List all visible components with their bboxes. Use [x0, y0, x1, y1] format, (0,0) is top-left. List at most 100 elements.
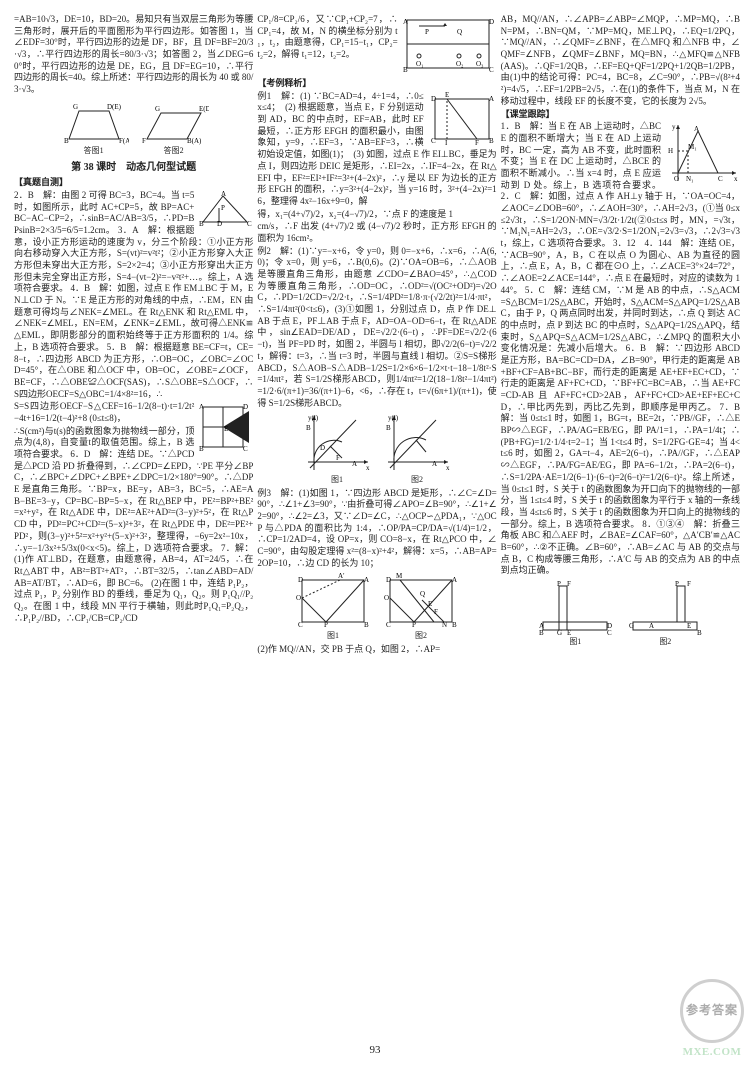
col1-p5: ∴S(cm²)与t(s)的函数图象为抛物线一部分，顶点为(4,8)，自变量t的取…	[14, 426, 253, 625]
svg-text:P: P	[221, 204, 225, 212]
col1-figs: BF(A) D(E)G 答图1 FB(A) E(D)G 答图2	[14, 97, 253, 158]
svg-text:B: B	[539, 629, 544, 636]
svg-text:C: C	[298, 621, 303, 629]
page: =AB=10√3，DE=10，BD=20。易知只有当双层三角形为等腰三角形时，展…	[0, 0, 750, 667]
column-left: =AB=10√3，DE=10，BD=20。易知只有当双层三角形为等腰三角形时，展…	[14, 14, 253, 657]
col2-l2: x y(l) A B 图2	[382, 412, 452, 485]
svg-text:D: D	[489, 18, 494, 26]
svg-text:A: A	[403, 18, 408, 26]
svg-text:E: E	[567, 629, 571, 636]
col3-b1-cap: 图1	[535, 637, 615, 647]
svg-text:B: B	[452, 621, 457, 629]
col2-b2-cap: 图2	[382, 631, 460, 641]
svg-text:A: A	[352, 460, 357, 468]
col2-rect-top: O₁ O₂ O₃ AD BC QP	[401, 14, 497, 76]
svg-text:P: P	[324, 621, 328, 629]
svg-text:F: F	[567, 580, 571, 588]
watermark-site: MXE.COM	[680, 1045, 744, 1059]
svg-text:F: F	[336, 454, 340, 462]
svg-text:F: F	[434, 608, 438, 616]
svg-text:E: E	[445, 91, 449, 99]
svg-text:A: A	[489, 95, 494, 103]
svg-text:F(A): F(A)	[119, 137, 129, 145]
svg-text:y: y	[672, 123, 676, 131]
svg-text:F: F	[475, 139, 479, 147]
svg-text:A: A	[364, 576, 369, 584]
svg-text:Q: Q	[420, 590, 425, 598]
svg-text:B: B	[386, 424, 391, 432]
svg-text:B: B	[199, 220, 204, 228]
col1-p1: =AB=10√3，DE=10，BD=20。易知只有当双层三角形为等腰三角形时，展…	[14, 14, 253, 96]
svg-text:P: P	[412, 621, 416, 629]
col3-figs-bot: AD BC GE PF 图1 GA EB PF 图2	[501, 578, 740, 649]
col2-b1-cap: 图1	[294, 631, 372, 641]
col1-section-title: 第 38 课时 动态几何型试题	[14, 161, 253, 174]
svg-text:O: O	[296, 594, 301, 602]
col1-inline-tri1: BC AD P	[197, 190, 253, 228]
svg-text:B: B	[489, 137, 494, 145]
col2-p5: 例2 解：(1)∵y=−x+6，令 y=0，则 0=−x+6，∴x=6，∴A(6…	[257, 246, 496, 410]
col1-heading-a: 【真题自测】	[14, 177, 253, 189]
watermark-ring: 参考答案	[680, 979, 744, 1043]
svg-text:G: G	[557, 629, 562, 636]
svg-text:E: E	[687, 622, 691, 630]
svg-text:O₃: O₃	[476, 60, 484, 68]
col1-fig2: FB(A) E(D)G 答图2	[139, 99, 209, 156]
svg-text:D: D	[217, 220, 222, 228]
col2-l2-cap: 图2	[382, 475, 452, 485]
svg-text:B: B	[199, 445, 204, 451]
svg-text:D: D	[386, 576, 391, 584]
svg-text:C: C	[607, 629, 612, 636]
svg-text:I: I	[445, 139, 448, 147]
col3-b1: AD BC GE PF 图1	[535, 580, 615, 647]
svg-text:A: A	[649, 622, 654, 630]
svg-text:F: F	[142, 137, 146, 145]
svg-text:B: B	[697, 629, 702, 636]
col1-inline-sq: AD BC E	[197, 401, 253, 451]
svg-text:D: D	[320, 444, 325, 452]
col1-fig2-caption: 答图2	[139, 146, 209, 156]
svg-text:C: C	[489, 66, 494, 74]
svg-text:C: C	[243, 445, 248, 451]
svg-text:M: M	[396, 572, 403, 580]
svg-text:M₁: M₁	[688, 143, 697, 151]
col2-l1-cap: 图1	[302, 475, 372, 485]
col2-rect-ef: DA CB EF I	[427, 91, 497, 147]
svg-text:Q: Q	[457, 28, 462, 36]
svg-text:C: C	[431, 137, 436, 145]
col3-p1: AB，MQ//AN，∴∠APB=∠ABP=∠MQP，∴MP=MQ，∴BN=PM，…	[501, 14, 740, 108]
svg-text:B: B	[364, 621, 369, 629]
svg-text:D(E): D(E)	[107, 103, 122, 111]
col3-b2: G A EB PF 图2	[625, 580, 705, 647]
svg-text:A: A	[432, 460, 437, 468]
svg-text:O₂: O₂	[456, 60, 464, 68]
svg-text:E: E	[224, 425, 228, 433]
svg-text:x: x	[734, 175, 738, 183]
svg-text:x: x	[446, 464, 450, 472]
col1-fig1: BF(A) D(E)G 答图1	[59, 99, 129, 156]
col2-l1: xy(l) AB DF 图1	[302, 412, 372, 485]
col2-figs-bot: DA CB OP A′ 图1 DA CB OP MN QEF 图2	[257, 570, 496, 643]
column-mid: O₁ O₂ O₃ AD BC QP CP₁/8=CP₂/6，又∵CP₁+CP₂=…	[257, 14, 496, 657]
col2-b1: DA CB OP A′ 图1	[294, 572, 372, 641]
svg-text:B: B	[306, 424, 311, 432]
col2-figs-mid: x y(l) A B D F 图1 x y(l) A B 图2	[257, 410, 496, 487]
svg-text:y(l): y(l)	[308, 414, 319, 422]
svg-text:P: P	[675, 580, 679, 588]
svg-text:C: C	[386, 621, 391, 629]
svg-text:D: D	[243, 403, 248, 411]
svg-text:A: A	[221, 190, 226, 198]
svg-text:y(l): y(l)	[388, 414, 399, 422]
svg-text:D: D	[298, 576, 303, 584]
col3-b2-cap: 图2	[625, 637, 705, 647]
svg-text:F: F	[687, 580, 691, 588]
svg-text:N₁: N₁	[686, 175, 694, 183]
svg-text:O: O	[674, 175, 679, 183]
col3-heading-a: 【课堂跟踪】	[501, 109, 740, 121]
svg-text:E(D): E(D)	[199, 105, 209, 113]
svg-text:G: G	[629, 622, 634, 630]
svg-text:A: A	[452, 576, 457, 584]
svg-text:G: G	[155, 105, 160, 113]
col3-p2: 1．B 解：当 E 在 AB 上运动时，△BCE 的面积不断增大；当 E 在 A…	[501, 121, 740, 577]
col1-fig1-caption: 答图1	[59, 146, 129, 156]
